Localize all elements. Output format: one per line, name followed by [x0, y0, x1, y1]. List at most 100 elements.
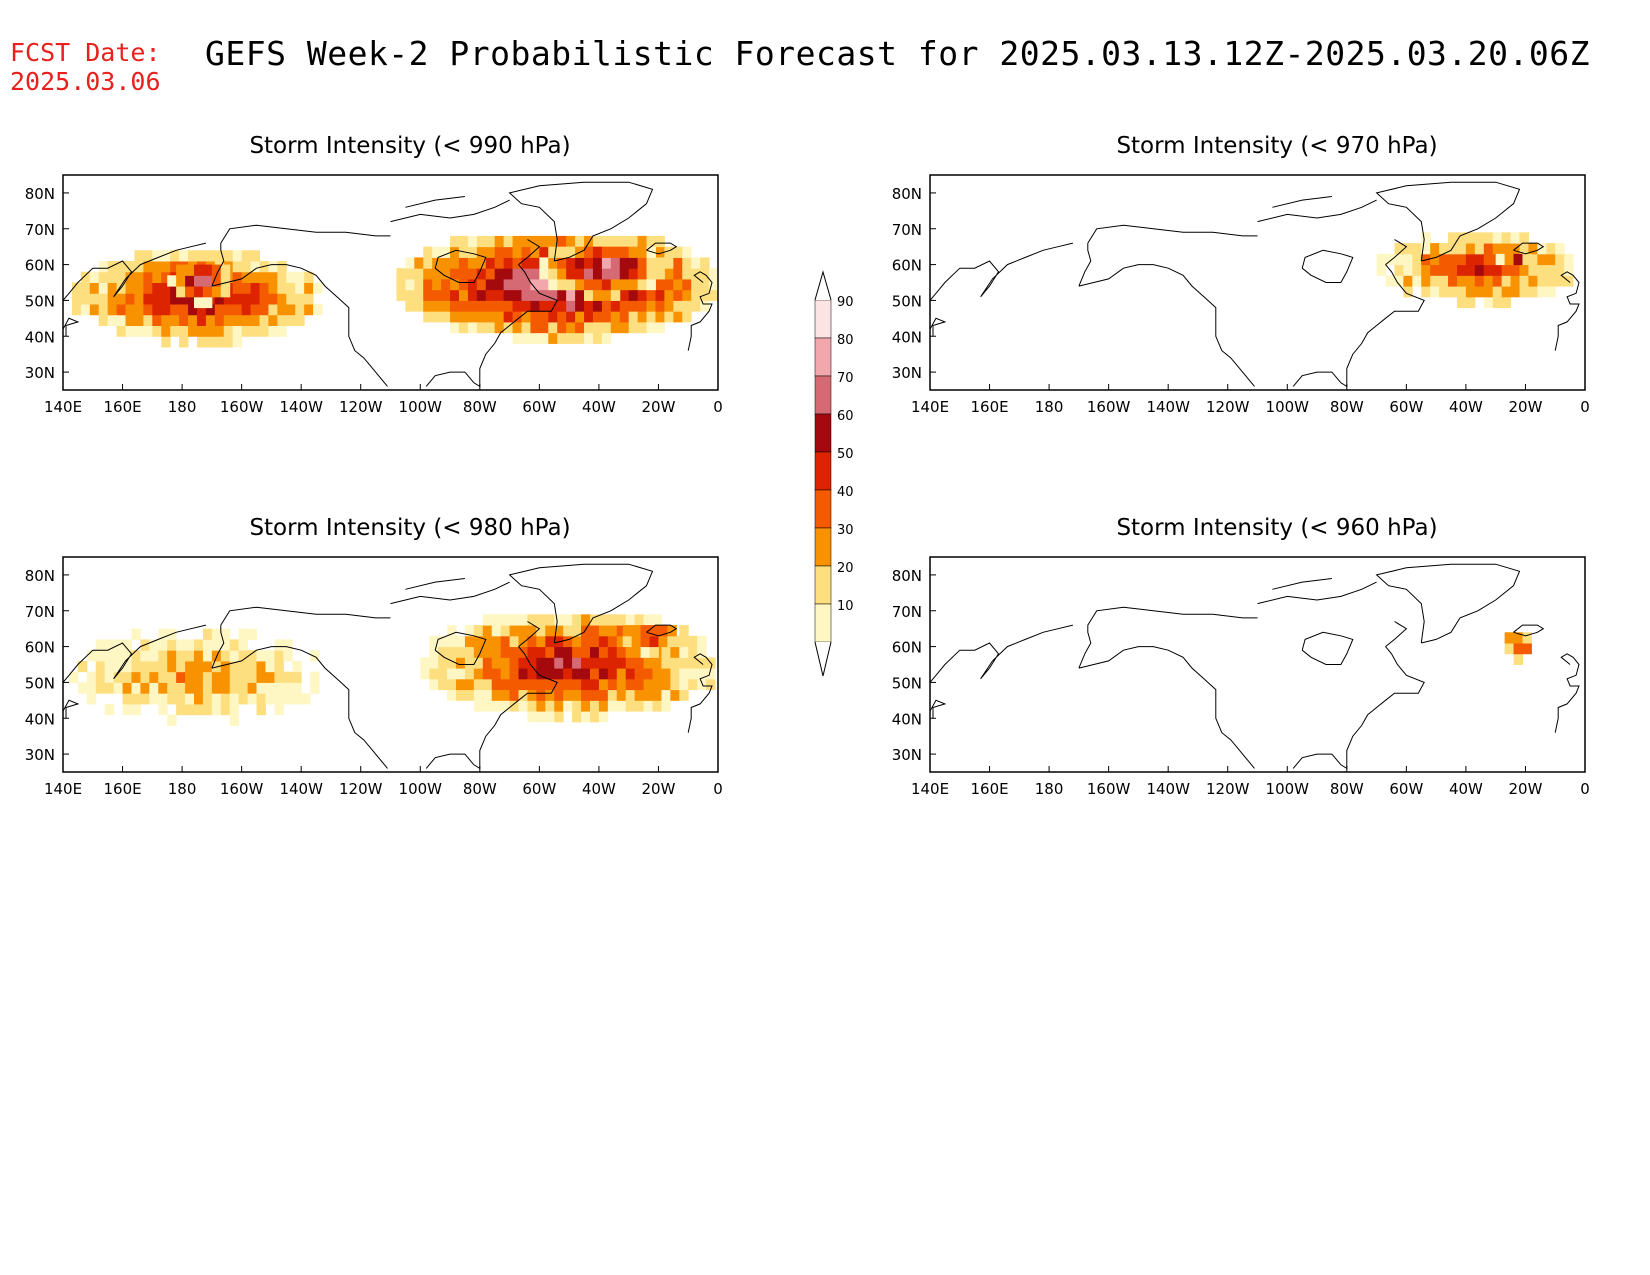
y-tick-label: 80N	[25, 185, 55, 203]
probability-cell	[575, 278, 585, 291]
probability-cell	[113, 650, 124, 662]
probability-cell	[625, 689, 636, 701]
probability-cell	[423, 246, 433, 258]
probability-cell	[131, 682, 141, 694]
probability-cell	[697, 635, 707, 648]
probability-cell	[673, 311, 683, 323]
probability-cell	[476, 246, 487, 258]
probability-cell	[601, 246, 612, 258]
probability-cell	[116, 261, 127, 273]
probability-cell	[491, 657, 502, 669]
probability-cell	[548, 278, 558, 291]
probability-cell	[1510, 232, 1520, 244]
probability-cell	[482, 657, 493, 669]
probability-cell	[256, 703, 266, 716]
probability-cell	[1474, 286, 1485, 298]
probability-cell	[554, 614, 564, 626]
probability-cell	[1546, 253, 1556, 266]
probability-cell	[628, 311, 639, 323]
probability-cell	[536, 614, 546, 626]
probability-cell	[673, 289, 683, 301]
coastline	[390, 199, 510, 223]
probability-cell	[283, 671, 293, 683]
probability-cell	[682, 257, 692, 269]
probability-cell	[152, 293, 162, 305]
probability-cell	[167, 650, 177, 662]
probability-cell	[572, 668, 582, 680]
probability-cell	[601, 332, 612, 344]
probability-cell	[450, 321, 460, 334]
probability-cell	[557, 257, 567, 269]
probability-cell	[149, 650, 159, 662]
probability-cell	[482, 614, 493, 626]
probability-cell	[1492, 275, 1503, 287]
coastline	[646, 624, 678, 637]
probability-cell	[509, 668, 520, 680]
probability-cell	[661, 668, 671, 680]
probability-cell	[476, 235, 487, 248]
probability-cell	[575, 289, 585, 301]
colorbar-label: 60	[837, 409, 854, 424]
probability-cell	[107, 293, 118, 305]
forecast-date-value: 2025.03.06	[10, 67, 161, 96]
probability-cell	[575, 321, 585, 334]
probability-cell	[438, 657, 448, 669]
probability-cell	[423, 268, 433, 280]
probability-cell	[98, 261, 109, 273]
probability-cell	[679, 625, 689, 637]
x-tick-label: 60W	[1389, 398, 1423, 416]
probability-cell	[161, 261, 171, 273]
probability-cell	[131, 660, 141, 673]
probability-cell	[122, 693, 132, 705]
probability-cell	[104, 671, 115, 683]
probability-cell	[673, 300, 683, 312]
probability-cell	[1501, 243, 1512, 255]
coastline	[687, 271, 713, 351]
colorbar-swatch	[814, 603, 832, 643]
probability-cell	[494, 311, 505, 323]
coastline	[63, 624, 207, 683]
probability-cell	[423, 257, 433, 269]
probability-cell	[438, 646, 448, 658]
probability-cell	[572, 657, 582, 669]
probability-cell	[1465, 232, 1476, 244]
probability-cell	[518, 625, 528, 637]
probability-cell	[664, 311, 674, 323]
probability-cell	[491, 635, 502, 648]
x-tick-label: 140W	[279, 780, 323, 798]
probability-cell	[509, 635, 520, 648]
probability-cell	[176, 660, 186, 673]
probability-cell	[545, 657, 555, 669]
probability-cell	[1555, 275, 1565, 287]
probability-cell	[1385, 275, 1395, 287]
probability-cell	[619, 246, 630, 258]
probability-cell	[429, 657, 439, 669]
probability-cell	[277, 261, 287, 273]
probability-cell	[447, 678, 457, 691]
probability-cell	[214, 293, 225, 305]
y-tick-label: 40N	[25, 328, 55, 346]
probability-cell	[494, 268, 505, 280]
probability-cell	[682, 278, 692, 291]
probability-cell	[592, 289, 603, 301]
probability-cell	[1394, 275, 1404, 287]
probability-cell	[601, 235, 612, 248]
probability-cell	[205, 314, 216, 326]
probability-cell	[670, 678, 680, 691]
probability-cell	[223, 304, 234, 316]
probability-cell	[274, 660, 284, 673]
probability-cell	[292, 682, 302, 694]
x-tick-label: 160E	[103, 780, 141, 798]
probability-cell	[98, 304, 109, 316]
probability-cell	[220, 703, 231, 716]
probability-cell	[241, 282, 252, 294]
probability-cell	[581, 689, 591, 701]
probability-cell	[643, 678, 653, 691]
probability-cell	[423, 289, 433, 301]
probability-cell	[554, 668, 564, 680]
probability-cell	[473, 635, 484, 648]
probability-cell	[530, 332, 540, 344]
probability-cell	[1528, 243, 1538, 255]
probability-cell	[557, 332, 567, 344]
probability-cell	[194, 682, 204, 694]
